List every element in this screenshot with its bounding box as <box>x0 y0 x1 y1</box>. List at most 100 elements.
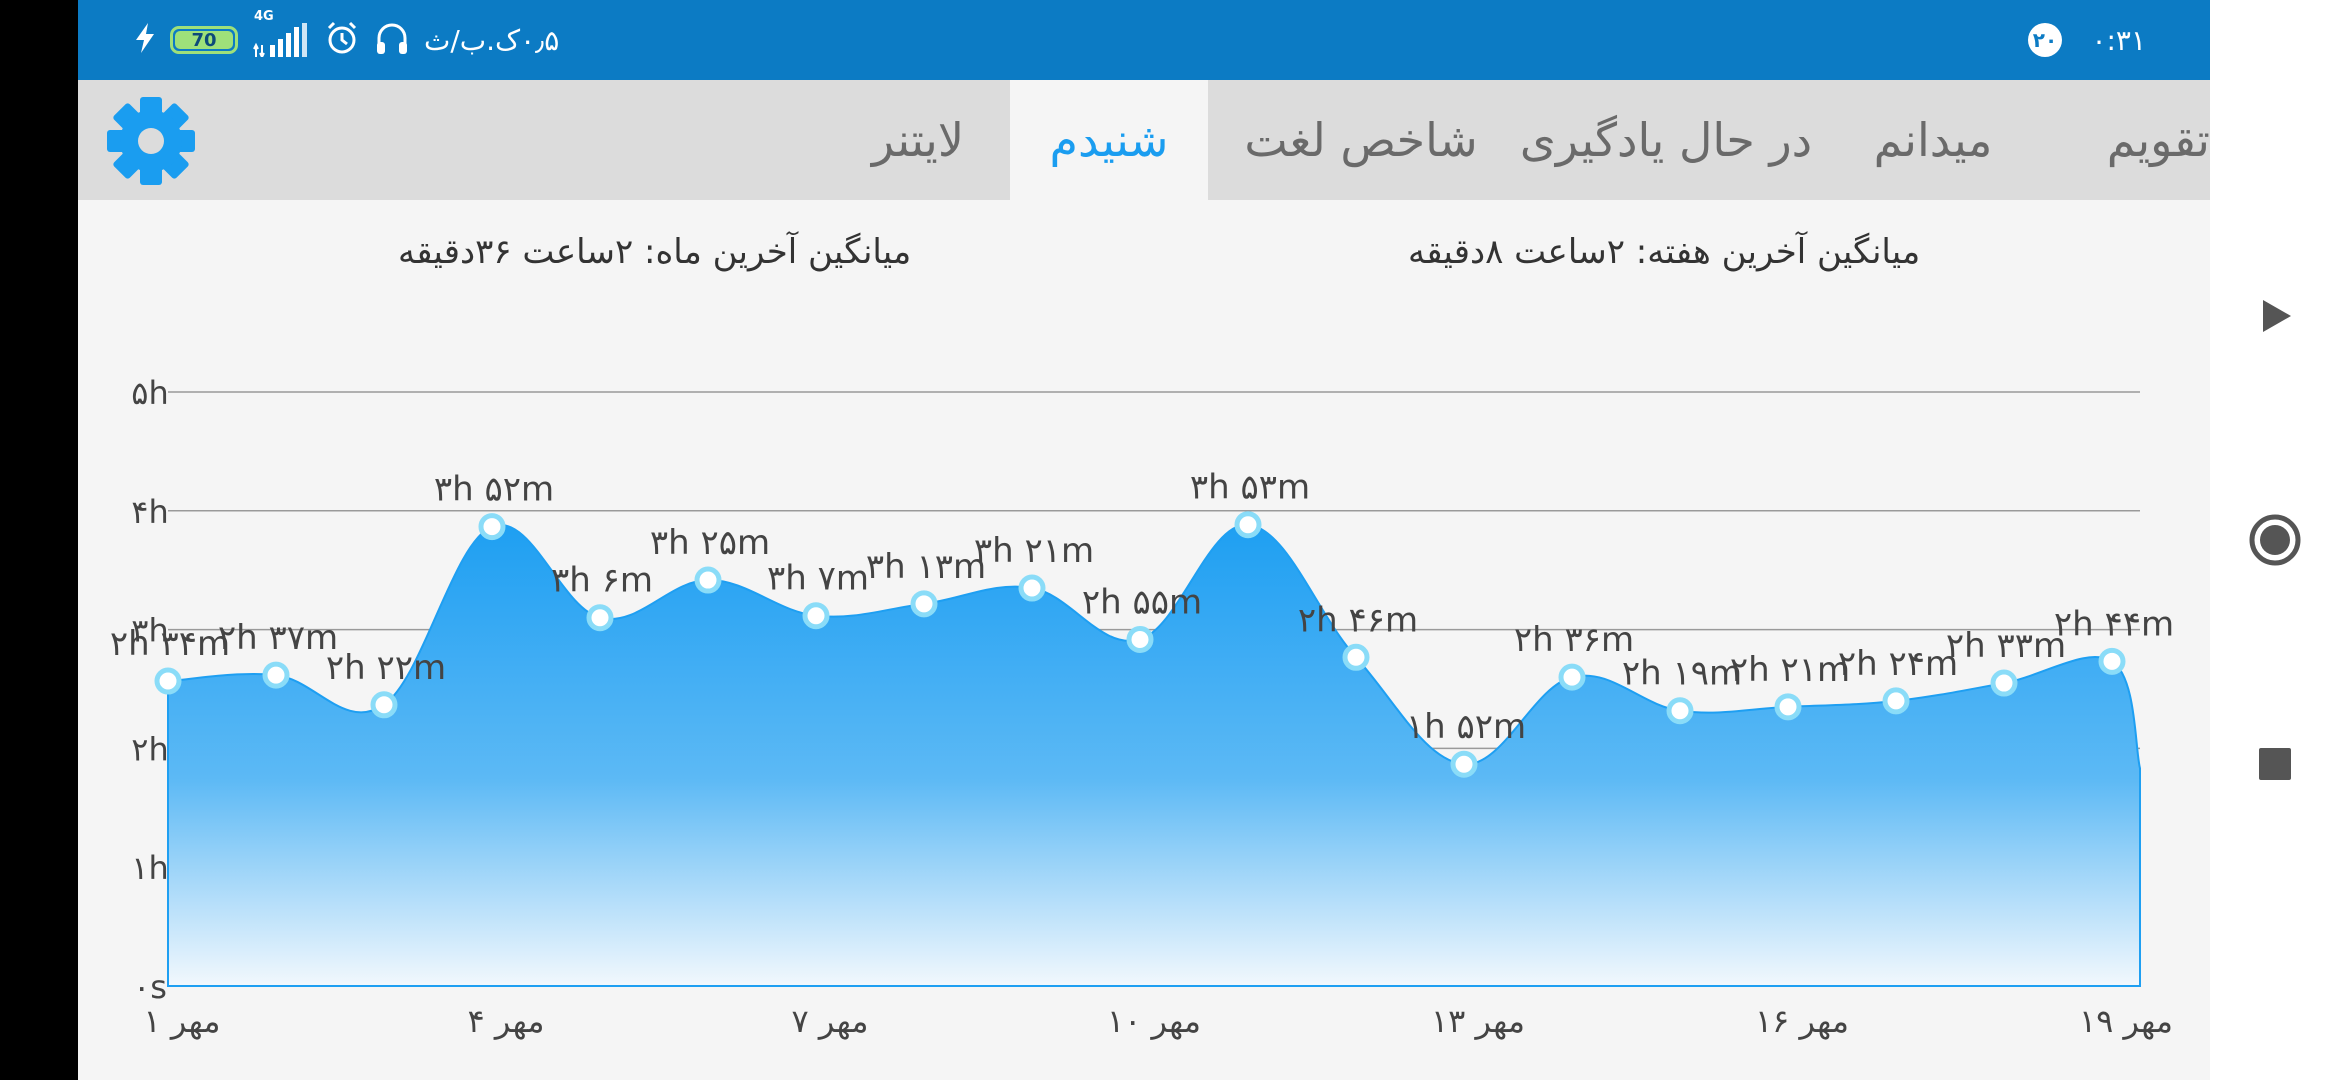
signal-icon: 4G <box>252 9 310 57</box>
network-speed: ۰٫۵ک.ب/ث <box>424 23 560 57</box>
data-point <box>1342 643 1370 671</box>
data-label: ۲h ۴۴m <box>2054 604 2174 644</box>
data-point <box>802 602 830 630</box>
data-point <box>1990 669 2018 697</box>
tab-label: میدانم <box>1873 113 1993 167</box>
tab-listened[interactable]: شنیدم <box>1010 80 1208 200</box>
x-tick-label: ۱۰ مهر <box>1107 1002 1201 1040</box>
data-label: ۳h ۲۵m <box>650 523 770 563</box>
x-tick-label: ۷ مهر <box>792 1002 869 1040</box>
data-label: ۲h ۳۷m <box>218 618 338 658</box>
data-point <box>370 691 398 719</box>
clock-text: ۰:۳۱ <box>2091 23 2146 57</box>
data-label: ۲h ۲۴m <box>1838 644 1958 684</box>
data-label: ۱h ۵۲m <box>1406 707 1526 747</box>
tab-known-words[interactable]: میدانم <box>1838 80 2028 200</box>
settings-button[interactable] <box>106 96 196 186</box>
tab-label: شاخص لغت <box>1244 113 1478 167</box>
monthly-average-value: ۲ساعت ۳۶دقیقه <box>398 232 634 272</box>
data-label: ۲h ۲۱m <box>1730 650 1850 690</box>
navigation-bar <box>2210 0 2340 1080</box>
data-point <box>2098 647 2126 675</box>
app-window: ۰:۳۱ ۲۰ 70 4G <box>78 0 2210 1080</box>
data-point <box>1450 750 1478 778</box>
clock: ۰:۳۱ <box>2091 0 2146 80</box>
gear-icon <box>107 97 195 185</box>
tab-word-index[interactable]: شاخص لغت <box>1228 80 1494 200</box>
tab-calendar[interactable]: تقویم <box>2030 80 2210 200</box>
data-label: ۳h ۷m <box>767 559 869 599</box>
status-icons: 70 4G ۰٫۵ک.ب/ث <box>134 0 559 80</box>
x-tick-label: ۱۶ مهر <box>1755 1002 1849 1040</box>
tab-bar: تقویم میدانم در حال یادگیری شاخص لغت شنی… <box>78 80 2210 200</box>
data-label: ۲h ۳۴m <box>110 624 230 664</box>
back-button[interactable] <box>2210 251 2340 381</box>
data-point <box>694 566 722 594</box>
y-tick-label: ۲h <box>131 730 168 768</box>
battery-icon: 70 <box>170 26 238 54</box>
listening-time-chart: ۰s ۱h ۲h ۳h ۴h ۵h ۱ مهر ۴ مهر ۷ مهر ۱۰ مهر ۱۳ مهر… <box>110 374 2174 1040</box>
tab-learning[interactable]: در حال یادگیری <box>1496 80 1836 200</box>
tab-label: شنیدم <box>1049 113 1169 167</box>
headphones-icon <box>374 20 410 60</box>
stop-square-icon <box>2259 748 2291 780</box>
y-tick-label: ۵h <box>131 374 168 412</box>
x-tick-label: ۱۳ مهر <box>1431 1002 1525 1040</box>
data-label: ۲h ۳۶m <box>1514 620 1634 660</box>
data-label: ۲h ۲۲m <box>326 648 446 688</box>
monthly-average: میانگین آخرین ماه: ۲ساعت ۳۶دقیقه <box>398 232 911 272</box>
data-points <box>154 511 2126 778</box>
weekly-average-value: ۲ساعت ۸دقیقه <box>1408 232 1625 272</box>
data-point <box>1882 687 1910 715</box>
data-point <box>1018 574 1046 602</box>
tab-label: در حال یادگیری <box>1519 113 1813 167</box>
y-tick-label: ۳h <box>131 612 168 650</box>
data-point <box>586 604 614 632</box>
x-axis-ticks: ۱ مهر ۴ مهر ۷ مهر ۱۰ مهر ۱۳ مهر ۱۶ مهر ۱۹ مهر <box>144 1002 2174 1040</box>
data-point <box>1126 625 1154 653</box>
weekly-average-label: میانگین آخرین هفته: <box>1635 232 1921 272</box>
tab-leitner[interactable]: لایتنر <box>828 80 1008 200</box>
data-point <box>262 661 290 689</box>
notification-count: ۲۰ <box>2028 23 2062 57</box>
x-tick-label: ۱۹ مهر <box>2079 1002 2173 1040</box>
data-label: ۲h ۱۹m <box>1622 654 1742 694</box>
data-point <box>1774 693 1802 721</box>
recents-button[interactable] <box>2210 699 2340 829</box>
y-tick-label: ۴h <box>131 493 168 531</box>
tab-label: تقویم <box>2106 113 2210 167</box>
y-tick-label: ۱h <box>131 849 168 887</box>
data-point <box>1666 697 1694 725</box>
data-point <box>478 513 506 541</box>
data-label: ۳h ۵۲m <box>434 470 554 510</box>
data-point <box>154 667 182 695</box>
network-type: 4G <box>254 9 274 24</box>
home-button[interactable] <box>2210 475 2340 605</box>
data-label: ۲h ۴۶m <box>1298 600 1418 640</box>
data-label: ۲h ۳۳m <box>1946 626 2066 666</box>
play-triangle-icon <box>2263 300 2291 332</box>
notification-badge: ۲۰ <box>2028 0 2062 80</box>
data-label: ۳h ۵۳m <box>1190 468 1310 508</box>
monthly-average-label: میانگین آخرین ماه: <box>644 232 912 272</box>
data-point <box>1558 663 1586 691</box>
battery-level: 70 <box>175 30 233 51</box>
charging-icon <box>134 22 156 58</box>
data-label: ۳h ۲۱m <box>974 531 1094 571</box>
tab-label: لایتنر <box>871 113 965 167</box>
status-bar: ۰:۳۱ ۲۰ 70 4G <box>78 0 2210 80</box>
screen-edge <box>0 0 78 1080</box>
data-label: ۳h ۱۳m <box>866 547 986 587</box>
weekly-average: میانگین آخرین هفته: ۲ساعت ۸دقیقه <box>1408 232 1920 272</box>
data-point <box>1234 511 1262 539</box>
record-circle-icon <box>2249 514 2301 566</box>
y-tick-label: ۰s <box>133 968 167 1006</box>
alarm-icon <box>324 20 360 60</box>
x-tick-label: ۱ مهر <box>144 1002 221 1040</box>
data-label: ۲h ۵۵m <box>1082 582 1202 622</box>
x-tick-label: ۴ مهر <box>468 1002 545 1040</box>
data-point <box>910 590 938 618</box>
data-label: ۳h ۶m <box>551 561 653 601</box>
y-axis-ticks: ۰s ۱h ۲h ۳h ۴h ۵h <box>131 374 168 1006</box>
